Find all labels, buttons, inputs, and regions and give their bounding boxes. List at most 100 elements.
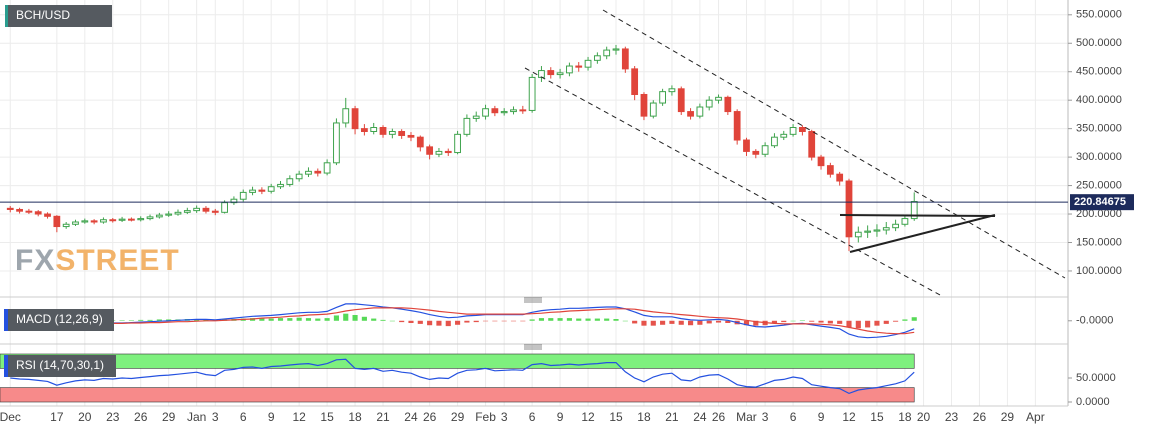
candle-body (155, 214, 163, 218)
y-tick-label: -0.0000 (1076, 315, 1113, 327)
candle-body (295, 173, 303, 180)
macd-histogram-bar (613, 319, 619, 321)
candle-body (267, 186, 275, 192)
candle-body (845, 180, 853, 238)
rsi-oversold-zone (0, 387, 915, 403)
x-tick-label: 24 (693, 410, 707, 424)
macd-histogram-bar (902, 319, 908, 321)
candle-body (724, 96, 732, 113)
macd-histogram-bar (408, 320, 414, 323)
candle-body (547, 70, 555, 76)
y-tick-label: 350.0000 (1076, 123, 1122, 135)
x-tick-label: 20 (78, 410, 92, 424)
x-tick-label: 6 (529, 410, 536, 424)
y-tick-label: 550.0000 (1076, 9, 1122, 21)
candle-body (323, 162, 331, 174)
candle-body (882, 227, 890, 231)
x-tick-label: Feb (475, 410, 496, 424)
candle-body (128, 218, 135, 221)
macd-histogram-bar (604, 318, 610, 321)
x-tick-label: 6 (790, 410, 797, 424)
x-tick-label: 12 (842, 410, 856, 424)
resize-handle[interactable] (524, 344, 542, 350)
macd-histogram-bar (911, 317, 917, 321)
triangle-bottom (849, 214, 996, 253)
candle-body (6, 207, 14, 210)
macd-histogram-bar (874, 320, 880, 326)
candle-body (854, 231, 862, 238)
symbol-accent (5, 5, 8, 27)
candle-body (435, 150, 443, 155)
x-tick-label: 26 (134, 410, 148, 424)
candle-body (53, 215, 61, 228)
symbol-box (5, 5, 112, 27)
macd-histogram-bar (268, 318, 274, 321)
x-tick-label: 21 (665, 410, 679, 424)
macd-histogram-bar (315, 318, 321, 321)
macd-histogram-bar (538, 318, 545, 321)
candle-body (62, 223, 70, 228)
macd-histogram-bar (771, 320, 778, 324)
macd-histogram-bar (594, 318, 600, 321)
candle-body (649, 102, 657, 117)
channel-lower (524, 67, 941, 296)
macd-histogram-bar (548, 318, 554, 321)
last-price-box (1070, 194, 1134, 211)
macd-histogram-bar (622, 320, 628, 322)
macd-histogram-bar (464, 320, 470, 323)
candle-body (305, 170, 312, 175)
candle-body (836, 173, 844, 182)
macd-histogram-bar (837, 320, 843, 324)
x-tick-label: 18 (898, 410, 912, 424)
candle-body (137, 218, 145, 221)
candle-body (873, 229, 881, 232)
candle-body (566, 65, 573, 74)
macd-histogram-bar (482, 320, 489, 322)
rsi-overbought-zone (0, 353, 915, 369)
candle-body (659, 91, 666, 104)
y-tick-label: 250.0000 (1076, 179, 1122, 191)
macd-histogram-bar (809, 320, 815, 322)
candle-body (34, 211, 42, 215)
macd-histogram-bar (706, 320, 712, 324)
y-tick-label: 500.0000 (1076, 37, 1122, 49)
chart-title: BCH/USD (16, 8, 70, 22)
macd-histogram-bar (492, 320, 498, 322)
x-tick-label: 23 (106, 410, 120, 424)
x-tick-label: 3 (762, 410, 769, 424)
candle-body (892, 223, 899, 229)
y-tick-label: 200.0000 (1076, 208, 1122, 220)
macd-histogram-bar (697, 320, 703, 325)
macd-histogram-bar (324, 318, 330, 321)
last-price-label: 220.84675 (1074, 196, 1126, 208)
macd-histogram-bar (893, 320, 899, 322)
x-tick-label: 17 (50, 410, 64, 424)
candle-body (109, 219, 117, 222)
candle-body (342, 108, 350, 124)
candle-body (81, 220, 89, 223)
macd-histogram-bar (128, 320, 134, 321)
candle-body (388, 130, 396, 135)
candle-body (249, 189, 256, 193)
watermark-fx: FX (15, 244, 55, 277)
candle-body (44, 213, 51, 217)
candle-body (901, 218, 909, 225)
macd-histogram-bar (520, 320, 526, 322)
x-tick-label: 24 (404, 410, 418, 424)
x-tick-label: 9 (268, 410, 275, 424)
candle-body (631, 68, 639, 95)
candle-body (826, 165, 834, 175)
candle-body (864, 230, 872, 233)
macd-histogram-bar (688, 320, 694, 326)
candle-body (808, 130, 816, 158)
macd-histogram-bar (660, 320, 666, 325)
macd-histogram-bar (436, 320, 442, 326)
candle-body (491, 108, 499, 114)
macd-histogram-bar (156, 319, 162, 321)
macd-histogram-bar (790, 320, 796, 322)
candle-body (715, 96, 722, 101)
macd-histogram-bar (715, 320, 722, 323)
candle-body (239, 191, 247, 200)
y-tick-label: 400.0000 (1076, 94, 1122, 106)
resize-handle[interactable] (524, 297, 542, 303)
